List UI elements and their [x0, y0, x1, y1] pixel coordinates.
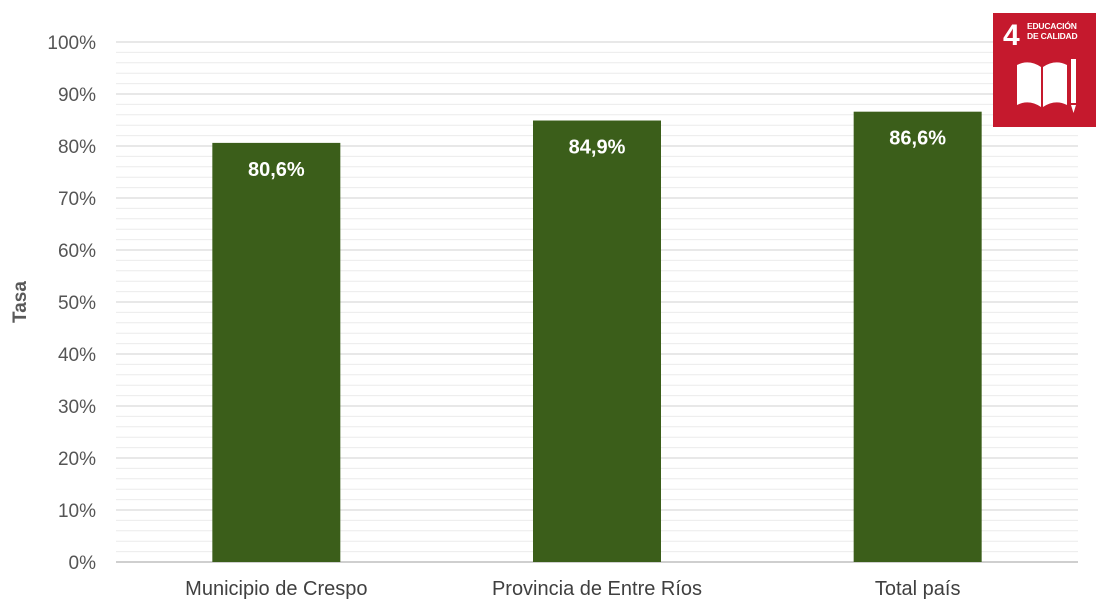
- bar: [212, 142, 341, 562]
- y-tick-label: 20%: [58, 449, 96, 470]
- sdg-title: EDUCACIÓN DE CALIDAD: [1027, 21, 1078, 41]
- y-tick-label: 90%: [58, 85, 96, 106]
- y-tick-label: 10%: [58, 501, 96, 522]
- y-tick-label: 30%: [58, 397, 96, 418]
- bar-value-label: 86,6%: [889, 128, 946, 150]
- x-category-label: Municipio de Crespo: [185, 578, 367, 599]
- bar: [853, 111, 982, 563]
- sdg-title-line2: DE CALIDAD: [1027, 31, 1078, 41]
- sdg-4-logo: 4 EDUCACIÓN DE CALIDAD: [993, 13, 1096, 127]
- sdg-number: 4: [1003, 19, 1020, 52]
- y-tick-label: 50%: [58, 293, 96, 314]
- y-axis-title: Tasa: [10, 281, 31, 323]
- bars: [212, 111, 982, 563]
- data-labels: 80,6% 84,9% 86,6%: [248, 128, 946, 181]
- y-tick-label: 40%: [58, 345, 96, 366]
- y-tick-label: 80%: [58, 137, 96, 158]
- x-category-label: Provincia de Entre Ríos: [492, 578, 702, 599]
- y-tick-label: 100%: [47, 33, 96, 54]
- y-tick-label: 70%: [58, 189, 96, 210]
- y-tick-label: 0%: [69, 553, 97, 574]
- sdg-title-line1: EDUCACIÓN: [1027, 21, 1077, 31]
- book-pencil-icon: [1017, 59, 1076, 113]
- x-category-label: Total país: [875, 578, 961, 599]
- y-tick-label: 60%: [58, 241, 96, 262]
- bar-value-label: 80,6%: [248, 159, 305, 181]
- x-axis-category-labels: Municipio de Crespo Provincia de Entre Rí…: [185, 578, 960, 599]
- bar: [533, 120, 661, 563]
- bar-value-label: 84,9%: [569, 137, 626, 159]
- y-axis-tick-labels: 0% 10% 20% 30% 40% 50% 60% 70% 80% 90% 100%: [47, 33, 96, 574]
